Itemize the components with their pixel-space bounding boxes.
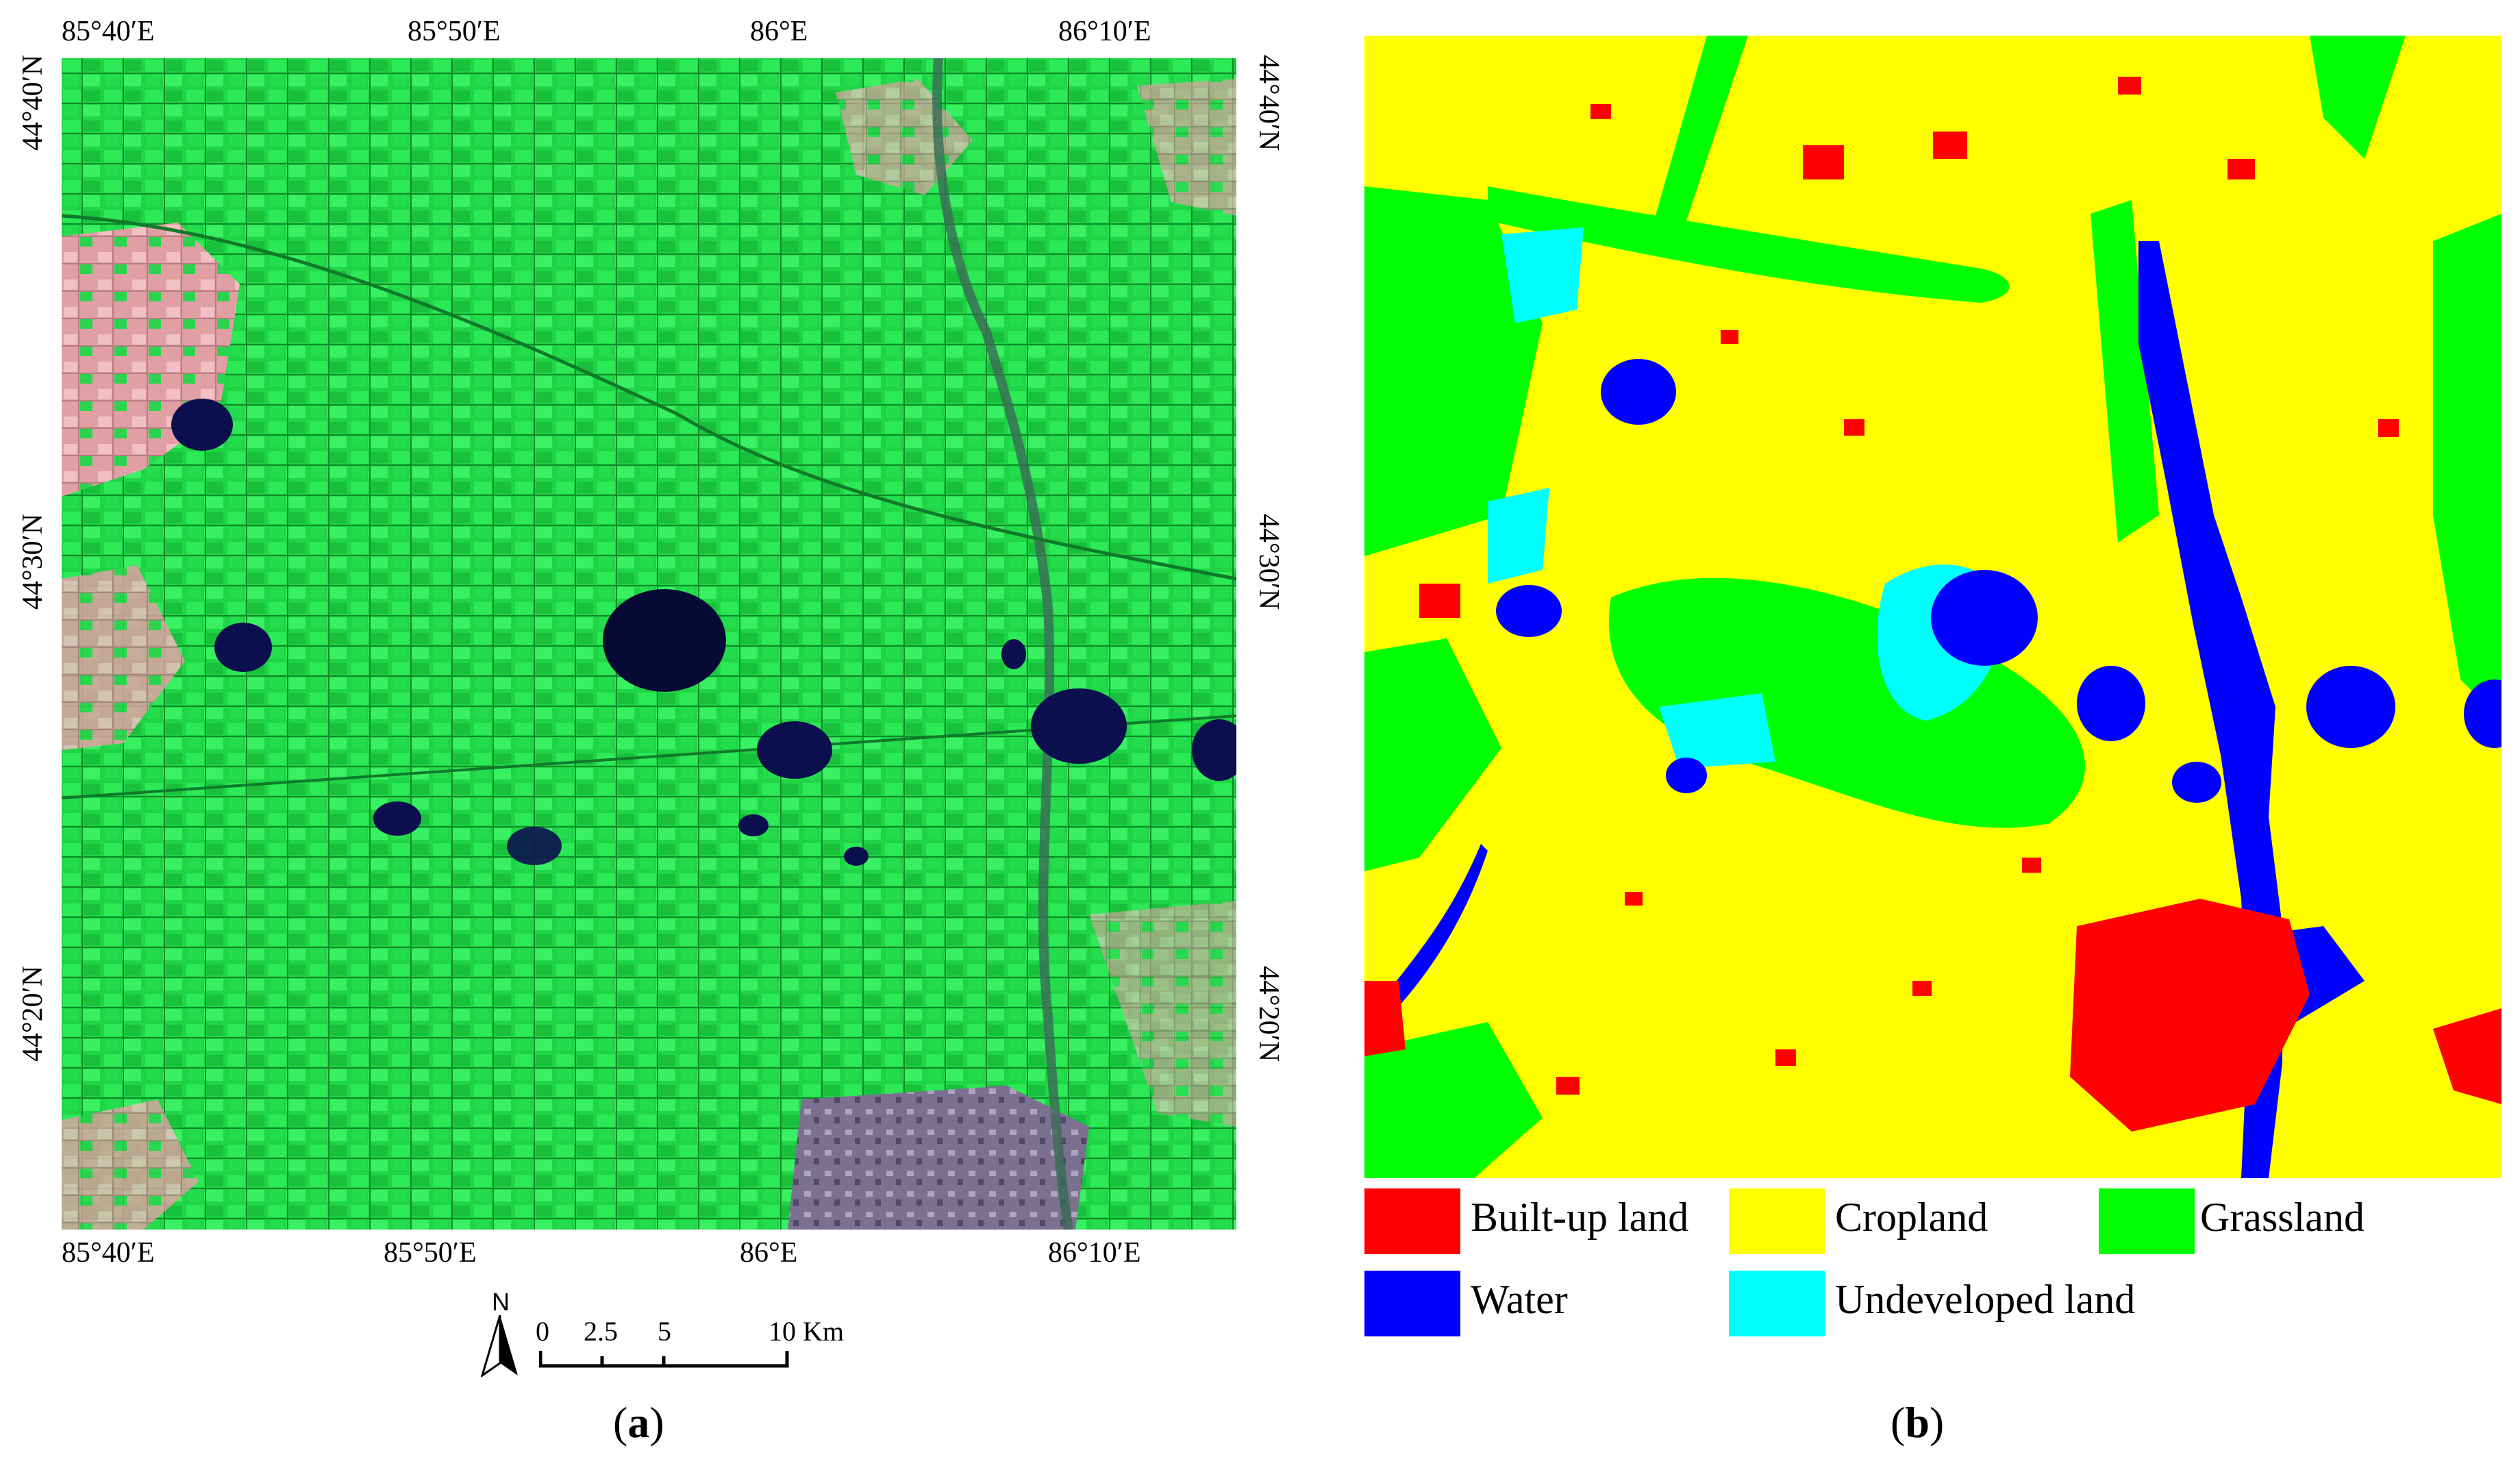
scale-label-5: 5 [658, 1316, 671, 1347]
panel-a: 85°40′E 85°50′E 86°E 86°10′E 44°40′N 44°… [17, 16, 1284, 1447]
panel-label-a: (a) [613, 1398, 664, 1447]
panel-b: Built-up land Cropland Grassland Water U… [1301, 0, 2520, 1483]
legend-label: Cropland [1835, 1195, 1988, 1240]
top-tick-label: 85°40′E [62, 16, 155, 47]
legend-label: Undeveloped land [1835, 1277, 2136, 1322]
top-tick-label: 86°10′E [1058, 16, 1151, 47]
bottom-tick-label: 85°50′E [384, 1237, 477, 1269]
north-arrow: N [479, 1288, 521, 1377]
scale-label-2-5: 2.5 [584, 1316, 618, 1347]
panel-label-b: (b) [1891, 1398, 1945, 1447]
scale-bar: 0 2.5 5 10 Km [536, 1315, 864, 1377]
legend-swatch [1364, 1271, 1460, 1336]
legend-label: Water [1471, 1277, 1568, 1322]
right-tick-label: 44°20′N [1253, 965, 1284, 1062]
top-tick-label: 86°E [750, 16, 808, 47]
bottom-tick-label: 86°E [740, 1237, 798, 1269]
scale-label-10km: 10 Km [769, 1316, 844, 1347]
map-legend: Built-up land Cropland Grassland Water U… [1364, 1188, 2502, 1346]
bottom-tick-label: 85°40′E [62, 1237, 155, 1269]
north-arrow-label: N [492, 1288, 510, 1316]
scale-label-0: 0 [536, 1316, 549, 1347]
right-tick-label: 44°40′N [1253, 54, 1284, 151]
bottom-tick-label: 86°10′E [1048, 1237, 1141, 1269]
legend-label: Built-up land [1471, 1195, 1689, 1240]
legend-swatch [2099, 1188, 2195, 1254]
north-arrow-icon [480, 1315, 518, 1377]
left-tick-label: 44°40′N [17, 54, 49, 151]
legend-swatch [1364, 1188, 1460, 1254]
legend-swatch [1729, 1188, 1825, 1254]
legend-label: Grassland [2200, 1195, 2365, 1240]
left-tick-label: 44°20′N [17, 965, 49, 1062]
left-tick-label: 44°30′N [17, 513, 49, 610]
top-tick-label: 85°50′E [408, 16, 501, 47]
land-cover-map [1364, 36, 2502, 1178]
legend-swatch [1729, 1271, 1825, 1336]
satellite-image [62, 58, 1236, 1230]
scale-bar-graphic [539, 1351, 789, 1368]
right-tick-label: 44°30′N [1253, 513, 1284, 610]
